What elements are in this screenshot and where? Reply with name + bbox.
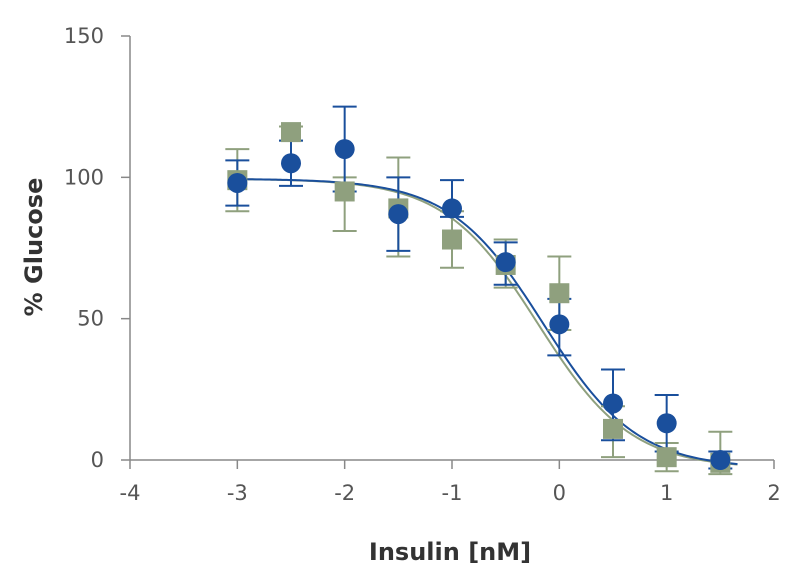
y-tick-label: 50 <box>77 307 104 331</box>
data-point-circle <box>442 198 462 219</box>
axes: -4 -3 -2 -1 0 1 2 0 50 100 150 <box>64 24 781 505</box>
x-axis-label: Insulin [nM] <box>369 538 531 566</box>
data-point-square <box>334 181 355 202</box>
x-tick-label: -3 <box>227 481 248 505</box>
data-point-circle <box>334 139 355 160</box>
data-point-circle <box>281 153 301 174</box>
data-point-circle <box>388 204 409 225</box>
x-tick-label: 1 <box>660 481 673 505</box>
data-point-circle <box>495 252 516 273</box>
data-point-circle <box>656 413 677 434</box>
x-tick-label: -4 <box>120 481 141 505</box>
data-point-circle <box>549 314 570 335</box>
y-axis-label: % Glucose <box>20 178 48 317</box>
data-point-square <box>281 122 301 143</box>
axis-labels: Insulin [nM] % Glucose <box>20 178 531 566</box>
data-point-circle <box>603 393 623 414</box>
x-tick-label: -1 <box>442 481 463 505</box>
y-tick-label: 100 <box>64 165 104 189</box>
fit-curves <box>237 178 738 466</box>
error-bars <box>225 105 733 476</box>
x-tick-label: 2 <box>767 481 780 505</box>
data-point-circle <box>227 172 248 193</box>
x-tick-label: -2 <box>334 481 355 505</box>
data-point-square <box>603 418 623 439</box>
data-point-circle <box>710 450 731 470</box>
fit-curve-circle <box>237 178 738 466</box>
y-tick-label: 150 <box>64 24 104 48</box>
y-tick-label: 0 <box>91 448 104 472</box>
data-point-square <box>656 447 677 468</box>
data-point-square <box>442 229 462 250</box>
x-tick-label: 0 <box>553 481 566 505</box>
data-markers <box>227 122 731 473</box>
data-point-square <box>549 283 570 304</box>
